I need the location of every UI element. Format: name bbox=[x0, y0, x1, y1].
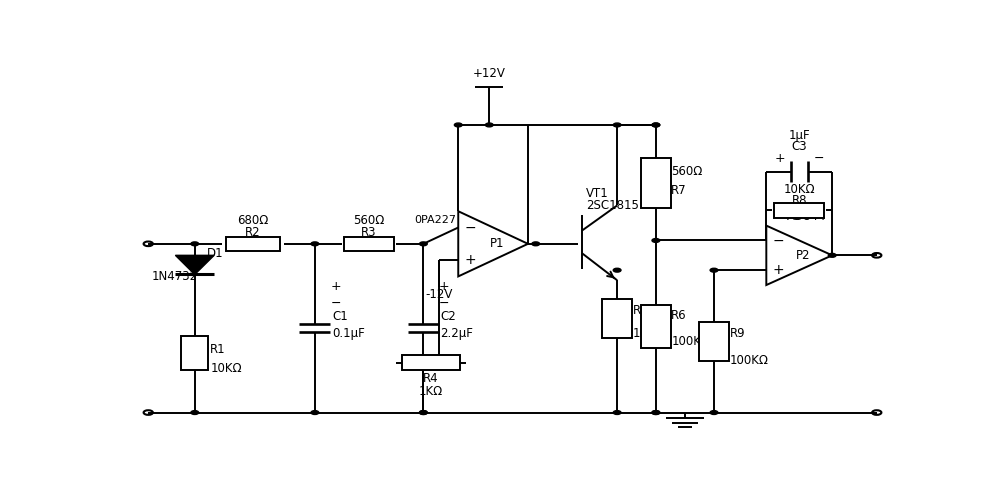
Text: 1N4732: 1N4732 bbox=[152, 270, 198, 283]
Circle shape bbox=[828, 253, 836, 257]
Text: 100KΩ: 100KΩ bbox=[730, 354, 768, 367]
Text: +12V: +12V bbox=[473, 67, 506, 80]
Text: 560Ω: 560Ω bbox=[353, 214, 385, 227]
Bar bbox=[181, 336, 208, 371]
Circle shape bbox=[710, 411, 718, 414]
Text: −: − bbox=[439, 297, 449, 310]
Text: R4: R4 bbox=[423, 372, 439, 384]
Text: −: − bbox=[772, 234, 784, 248]
Bar bbox=[699, 322, 729, 361]
Text: C3: C3 bbox=[791, 140, 807, 153]
Text: −: − bbox=[813, 152, 824, 165]
Bar bbox=[344, 237, 394, 251]
Text: +: + bbox=[775, 152, 785, 165]
Circle shape bbox=[454, 123, 462, 127]
Polygon shape bbox=[175, 255, 214, 274]
Circle shape bbox=[652, 411, 660, 414]
Circle shape bbox=[311, 242, 319, 246]
Circle shape bbox=[420, 411, 427, 414]
Polygon shape bbox=[458, 211, 528, 276]
Bar bbox=[641, 158, 671, 208]
Text: P2: P2 bbox=[796, 249, 810, 262]
Bar bbox=[774, 203, 824, 218]
Text: R1: R1 bbox=[210, 343, 226, 356]
Text: 10KΩ: 10KΩ bbox=[783, 183, 815, 196]
Circle shape bbox=[485, 123, 493, 127]
Text: R2: R2 bbox=[245, 226, 261, 239]
Text: R5: R5 bbox=[633, 304, 648, 317]
Text: VT1: VT1 bbox=[586, 187, 609, 201]
Circle shape bbox=[652, 411, 660, 414]
Text: R7: R7 bbox=[671, 184, 687, 197]
Circle shape bbox=[613, 411, 621, 414]
Text: 0PA227: 0PA227 bbox=[415, 215, 457, 225]
Text: +: + bbox=[464, 253, 476, 267]
Bar bbox=[402, 356, 460, 370]
Circle shape bbox=[613, 123, 621, 127]
Text: 10KΩ: 10KΩ bbox=[633, 327, 664, 341]
Circle shape bbox=[613, 268, 621, 272]
Text: AD844: AD844 bbox=[787, 210, 827, 223]
Circle shape bbox=[191, 242, 199, 246]
Text: 680Ω: 680Ω bbox=[237, 214, 269, 227]
Polygon shape bbox=[766, 226, 832, 285]
Text: 100KΩ: 100KΩ bbox=[671, 335, 710, 348]
Text: 1μF: 1μF bbox=[788, 129, 810, 142]
Bar bbox=[641, 305, 671, 348]
Bar bbox=[602, 299, 632, 338]
Text: +: + bbox=[439, 279, 450, 292]
Circle shape bbox=[420, 411, 427, 414]
Text: D1: D1 bbox=[206, 247, 223, 260]
Text: 0.1μF: 0.1μF bbox=[332, 327, 365, 341]
Text: 10KΩ: 10KΩ bbox=[210, 362, 242, 375]
Circle shape bbox=[311, 411, 319, 414]
Text: R6: R6 bbox=[671, 308, 687, 322]
Text: R8: R8 bbox=[792, 194, 807, 207]
Text: P1: P1 bbox=[490, 238, 504, 250]
Circle shape bbox=[652, 123, 660, 127]
Circle shape bbox=[652, 123, 660, 127]
Text: −: − bbox=[330, 297, 341, 310]
Text: 1KΩ: 1KΩ bbox=[419, 385, 443, 398]
Text: R9: R9 bbox=[730, 327, 745, 340]
Circle shape bbox=[532, 242, 540, 246]
Text: +: + bbox=[772, 263, 784, 277]
Text: +: + bbox=[330, 279, 341, 292]
Circle shape bbox=[191, 411, 199, 414]
Text: C1: C1 bbox=[332, 310, 348, 323]
Text: C2: C2 bbox=[440, 310, 456, 323]
Circle shape bbox=[710, 268, 718, 272]
Text: 2SC1815: 2SC1815 bbox=[586, 199, 639, 212]
Circle shape bbox=[652, 239, 660, 243]
Bar bbox=[226, 237, 280, 251]
Text: 560Ω: 560Ω bbox=[671, 165, 703, 178]
Circle shape bbox=[420, 242, 427, 246]
Text: -12V: -12V bbox=[425, 288, 453, 301]
Text: −: − bbox=[464, 221, 476, 235]
Text: R3: R3 bbox=[361, 226, 377, 239]
Text: 2.2μF: 2.2μF bbox=[440, 327, 473, 341]
